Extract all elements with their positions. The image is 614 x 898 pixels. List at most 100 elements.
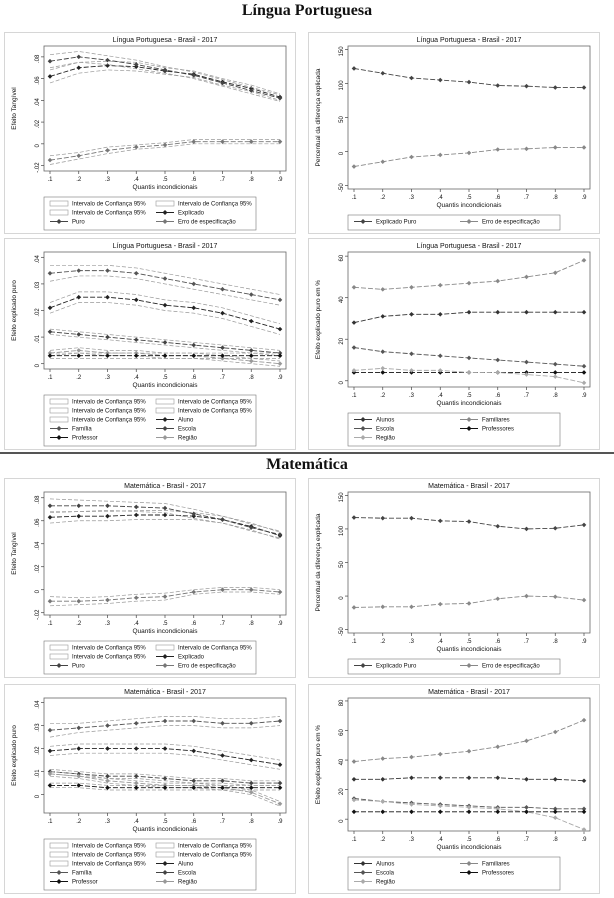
data-point	[351, 809, 357, 815]
y-axis-label: Efeito explicado puro	[11, 725, 18, 786]
data-point	[162, 746, 168, 751]
chart-lp-percentual-diferenca: Língua Portuguesa - Brasil - 2017 150 100 5…	[308, 32, 600, 234]
legend-swatch-ci	[49, 416, 69, 423]
x-tick-label: .2	[380, 837, 386, 843]
chart-title: Matemática - Brasil - 2017	[124, 483, 206, 490]
legend-box	[347, 856, 561, 891]
x-tick-label: .2	[76, 819, 82, 825]
data-point	[133, 746, 139, 751]
data-point	[437, 809, 443, 815]
x-tick-label: .6	[495, 393, 501, 399]
data-point	[47, 74, 53, 79]
data-point	[409, 775, 414, 781]
data-point	[248, 353, 254, 359]
chart-lp-efeito-explicado-puro: Língua Portuguesa - Brasil - 2017 .04 .03.…	[4, 238, 296, 450]
data-point	[581, 258, 587, 263]
data-point	[466, 79, 472, 85]
x-axis-label: Quantis incondicionais	[436, 844, 502, 851]
data-point	[351, 164, 357, 169]
legend-swatch-ci	[49, 407, 69, 414]
legend-label: Intervalo de Confiança 95%	[72, 844, 146, 850]
y-tick-label: .02	[35, 308, 41, 317]
series-puro	[47, 51, 283, 102]
legend-swatch-ci	[155, 842, 175, 849]
data-point	[409, 351, 414, 357]
data-point	[277, 780, 283, 786]
legend-swatch-marker	[162, 417, 168, 422]
data-point	[133, 353, 139, 359]
data-point	[380, 370, 386, 375]
x-tick-label: .3	[105, 819, 111, 825]
data-point	[76, 332, 82, 337]
legend-label: Alunos	[376, 862, 394, 868]
data-point	[409, 285, 414, 290]
y-tick-label: 150	[339, 492, 345, 503]
panel-frame	[308, 684, 600, 894]
legend-swatch-ci	[155, 644, 175, 651]
legend-swatch-marker	[360, 219, 366, 224]
data-point	[466, 280, 472, 286]
data-point	[409, 809, 414, 815]
series-line	[49, 270, 281, 301]
y-tick-label: .03	[35, 281, 41, 290]
x-tick-label: .4	[438, 837, 444, 843]
legend-swatch-marker	[162, 435, 168, 440]
x-tick-label: .3	[409, 195, 415, 201]
panel-frame	[4, 238, 296, 450]
data-point	[277, 361, 283, 366]
legend-label: Intervalo de Confiança 95%	[72, 418, 146, 424]
data-point	[351, 759, 357, 764]
y-tick-label: 0	[339, 819, 345, 823]
data-point	[133, 773, 139, 779]
series-escola	[47, 328, 283, 357]
legend-label: Intervalo de Confiança 95%	[72, 202, 146, 208]
x-tick-label: .5	[162, 621, 168, 627]
data-point	[47, 305, 53, 311]
data-point	[220, 778, 225, 784]
data-point	[248, 292, 254, 297]
x-tick-label: .1	[351, 639, 357, 645]
legend-swatch-marker	[162, 879, 168, 884]
data-point	[380, 70, 386, 76]
y-tick-label: 0	[35, 363, 41, 367]
data-point	[191, 511, 197, 517]
x-tick-label: .6	[191, 621, 197, 627]
series-puro	[47, 498, 283, 539]
legend-swatch-marker	[360, 663, 366, 668]
series-explicado-puro	[351, 515, 587, 532]
x-tick-label: .5	[162, 375, 168, 381]
x-tick-label: .6	[495, 639, 501, 645]
y-tick-label: 40	[339, 758, 345, 765]
data-point	[409, 368, 414, 373]
x-tick-label: .2	[76, 621, 82, 627]
data-point	[47, 783, 53, 788]
legend-swatch-ci	[49, 398, 69, 405]
legend-swatch-ci	[49, 653, 69, 660]
data-point	[76, 294, 82, 300]
chart-title: Matemática - Brasil - 2017	[428, 689, 510, 696]
x-tick-label: .8	[249, 375, 255, 381]
data-point	[47, 353, 53, 359]
legend-label: Intervalo de Confiança 95%	[72, 862, 146, 868]
legend-swatch-ci	[49, 209, 69, 216]
x-tick-label: .7	[524, 195, 530, 201]
data-point	[162, 340, 168, 345]
x-tick-label: .2	[76, 375, 82, 381]
legend-label: Intervalo de Confiança 95%	[178, 844, 252, 850]
data-point	[220, 80, 225, 86]
ci-band-lower	[49, 302, 281, 335]
data-point	[524, 83, 529, 89]
legend-swatch-ci	[49, 644, 69, 651]
y-tick-label: .04	[35, 254, 41, 263]
series-professor	[47, 352, 283, 359]
legend-label: Escola	[178, 427, 197, 433]
y-tick-label: 0	[35, 794, 41, 798]
legend-label: Aluno	[178, 418, 194, 424]
legend-swatch-marker	[56, 426, 62, 431]
series-familiares	[351, 258, 587, 292]
legend-label: Professores	[482, 871, 514, 877]
x-axis-label: Quantis incondicionais	[436, 646, 502, 653]
x-tick-label: .1	[351, 393, 357, 399]
data-point	[581, 370, 587, 375]
data-point	[76, 503, 82, 509]
